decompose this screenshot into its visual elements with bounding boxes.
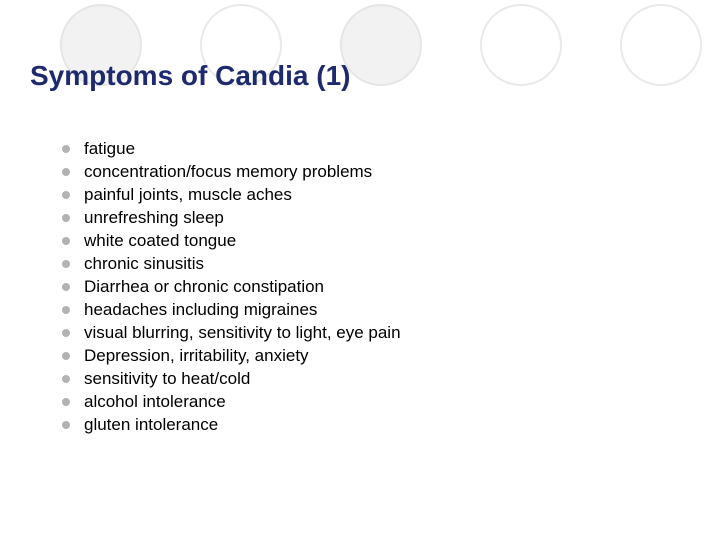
list-item: chronic sinusitis [62, 253, 401, 275]
list-item: visual blurring, sensitivity to light, e… [62, 322, 401, 344]
list-item-text: Depression, irritability, anxiety [84, 345, 309, 367]
bullet-icon [62, 214, 70, 222]
page-title: Symptoms of Candia (1) [30, 60, 350, 92]
list-item-text: gluten intolerance [84, 414, 218, 436]
list-item: alcohol intolerance [62, 391, 401, 413]
list-item: painful joints, muscle aches [62, 184, 401, 206]
bullet-icon [62, 421, 70, 429]
list-item-text: painful joints, muscle aches [84, 184, 292, 206]
list-item: gluten intolerance [62, 414, 401, 436]
list-item-text: alcohol intolerance [84, 391, 226, 413]
list-item-text: visual blurring, sensitivity to light, e… [84, 322, 401, 344]
decorative-circle [480, 4, 562, 86]
list-item: sensitivity to heat/cold [62, 368, 401, 390]
bullet-icon [62, 283, 70, 291]
list-item-text: concentration/focus memory problems [84, 161, 372, 183]
list-item: Diarrhea or chronic constipation [62, 276, 401, 298]
bullet-icon [62, 237, 70, 245]
bullet-icon [62, 260, 70, 268]
list-item-text: unrefreshing sleep [84, 207, 224, 229]
list-item-text: fatigue [84, 138, 135, 160]
symptom-list: fatigueconcentration/focus memory proble… [62, 138, 401, 437]
list-item-text: headaches including migraines [84, 299, 317, 321]
list-item: Depression, irritability, anxiety [62, 345, 401, 367]
bullet-icon [62, 306, 70, 314]
decorative-circle [620, 4, 702, 86]
list-item: unrefreshing sleep [62, 207, 401, 229]
bullet-icon [62, 145, 70, 153]
decorative-circle [340, 4, 422, 86]
list-item-text: Diarrhea or chronic constipation [84, 276, 324, 298]
bullet-icon [62, 191, 70, 199]
bullet-icon [62, 375, 70, 383]
bullet-icon [62, 398, 70, 406]
bullet-icon [62, 168, 70, 176]
list-item: white coated tongue [62, 230, 401, 252]
list-item-text: chronic sinusitis [84, 253, 204, 275]
list-item: headaches including migraines [62, 299, 401, 321]
bullet-icon [62, 329, 70, 337]
list-item: fatigue [62, 138, 401, 160]
list-item-text: sensitivity to heat/cold [84, 368, 250, 390]
list-item-text: white coated tongue [84, 230, 236, 252]
list-item: concentration/focus memory problems [62, 161, 401, 183]
bullet-icon [62, 352, 70, 360]
